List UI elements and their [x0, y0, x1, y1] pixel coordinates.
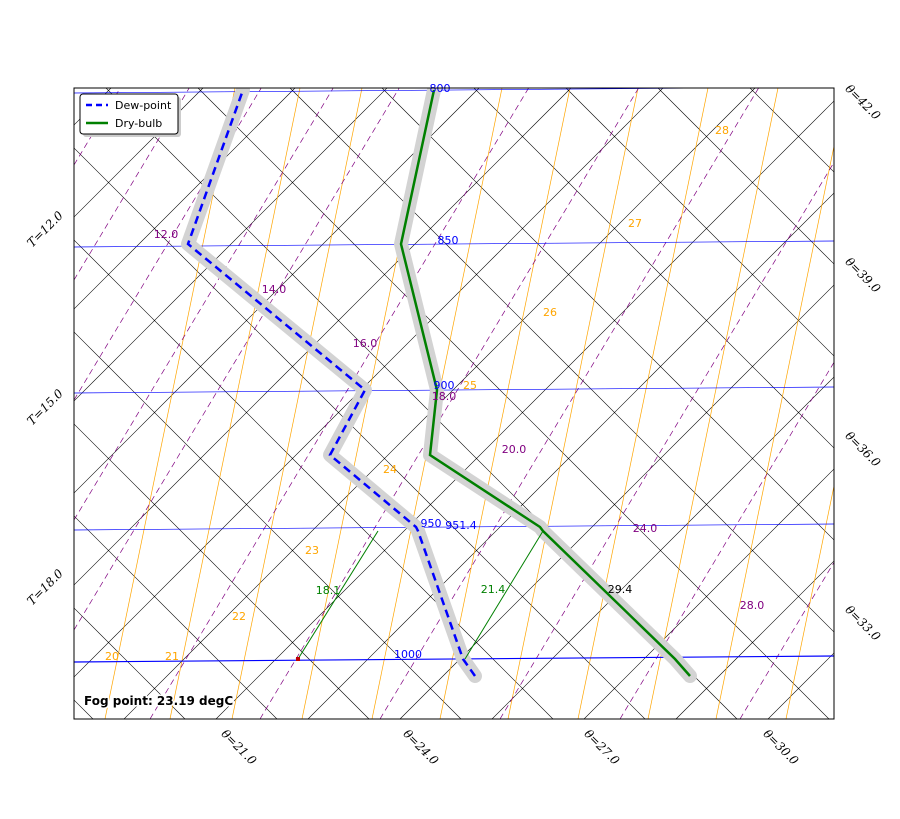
mixing-ratio-label: 22	[232, 610, 246, 623]
isentrope-line	[74, 515, 278, 719]
isotherm-line	[74, 88, 204, 218]
theta-bottom-label: θ=24.0	[400, 727, 441, 768]
mixing-ratio-line	[577, 88, 709, 719]
theta-bottom-label: θ=21.0	[218, 727, 259, 768]
saturated-adiabat-label: 20.0	[502, 443, 527, 456]
saturated-adiabat-label: 12.0	[154, 228, 179, 241]
isentrope-line	[381, 88, 834, 541]
isotherm-line	[0, 0, 900, 15]
isotherm-line	[491, 376, 834, 719]
mixing-ratio-line	[715, 144, 834, 719]
isotherm-line	[74, 88, 664, 678]
isentrope-line	[657, 88, 834, 265]
isobar-line	[74, 655, 834, 663]
isentrope-line	[565, 88, 834, 357]
isobar-line	[74, 386, 834, 394]
legend-dry-bulb-label: Dry-bulb	[115, 117, 162, 130]
isobar-label: 850	[438, 234, 459, 247]
mixing-ratio-label: 23	[305, 544, 319, 557]
isobar-label: 1000	[394, 648, 422, 661]
saturated-adiabat-label: 16.0	[353, 337, 378, 350]
saturated-adiabat-line	[499, 161, 834, 719]
profiles-layer	[181, 88, 697, 683]
isobar-line	[74, 88, 752, 94]
isotherm-line	[74, 88, 480, 494]
lcl-left-label: 18.1	[316, 584, 341, 597]
isentrope-line	[74, 607, 186, 719]
parcel-pressure-label: 951.4	[445, 519, 477, 532]
isotherm-line	[215, 100, 834, 719]
dew-point-line	[186, 89, 477, 677]
isentrope-line	[74, 423, 370, 719]
saturated-adiabat-line	[739, 561, 834, 719]
saturated-adiabat-label: 14.0	[262, 283, 287, 296]
theta-right-label: θ=36.0	[842, 429, 883, 470]
isentrope-line	[289, 88, 834, 633]
theta-right-label: θ=42.0	[842, 82, 883, 123]
mixing-ratio-line	[439, 88, 571, 719]
isobar-label: 900	[434, 379, 455, 392]
saturated-adiabat-line	[379, 88, 760, 719]
plot-frame	[73, 87, 835, 720]
isentrope-line	[473, 88, 834, 449]
isentrope-line	[74, 331, 462, 719]
saturated-adiabat-line	[74, 88, 121, 166]
mixing-ratio-line	[647, 88, 779, 719]
theta-bottom-label: θ=27.0	[581, 727, 622, 768]
fog-point-annotation: Fog point: 23.19 degC	[84, 694, 233, 708]
mixing-ratio-label: 21	[165, 650, 179, 663]
isotherm-line	[74, 88, 572, 586]
isotherm-line	[307, 192, 834, 719]
mixing-ratio-label: 20	[105, 650, 119, 663]
theta-right-label: θ=33.0	[842, 603, 883, 644]
theta-bottom-label: θ=30.0	[760, 727, 801, 768]
theta-right-label: θ=39.0	[842, 255, 883, 296]
isotherm-line	[0, 771, 900, 819]
saturated-adiabat-label: 28.0	[740, 599, 765, 612]
saturated-adiabat-line	[149, 88, 530, 719]
legend-dew-point-label: Dew-point	[115, 99, 172, 112]
mixing-ratio-line	[231, 88, 363, 719]
isentrope-line	[74, 239, 554, 719]
lcl-construction-right	[464, 530, 544, 660]
saturated-adiabat-label: 24.0	[633, 522, 658, 535]
isotherm-line	[74, 88, 388, 402]
temperature-left-label: T=18.0	[24, 566, 66, 608]
saturated-adiabat-label: 18.0	[432, 390, 457, 403]
mixing-ratio-label: 24	[383, 463, 397, 476]
isobar-line	[74, 523, 834, 531]
lcl-right-label: 21.4	[481, 583, 506, 596]
fog-point-marker	[296, 657, 300, 661]
isentrope-line	[0, 0, 900, 54]
lcl-construction-left	[297, 530, 379, 660]
mixing-ratio-line	[507, 88, 639, 719]
parcel-temperature-label: 29.4	[608, 583, 633, 596]
isentrope-line	[0, 810, 900, 819]
mixing-ratio-label: 27	[628, 217, 642, 230]
temperature-left-label: T=15.0	[24, 386, 66, 428]
mixing-ratio-label: 25	[463, 379, 477, 392]
isobar-label: 950	[421, 517, 442, 530]
mixing-ratio-label: 26	[543, 306, 557, 319]
isotherm-line	[675, 560, 834, 719]
saturated-adiabat-line	[259, 88, 640, 719]
dry-bulb-line	[399, 89, 691, 677]
isotherm-line	[74, 88, 296, 310]
mixing-ratio-label: 28	[715, 124, 729, 137]
isentrope-line	[74, 147, 646, 719]
mixing-ratio-line	[785, 484, 834, 719]
temperature-left-label: T=12.0	[24, 208, 66, 250]
legend: Dew-point Dry-bulb	[79, 93, 181, 137]
mixing-ratio-line	[169, 88, 301, 719]
